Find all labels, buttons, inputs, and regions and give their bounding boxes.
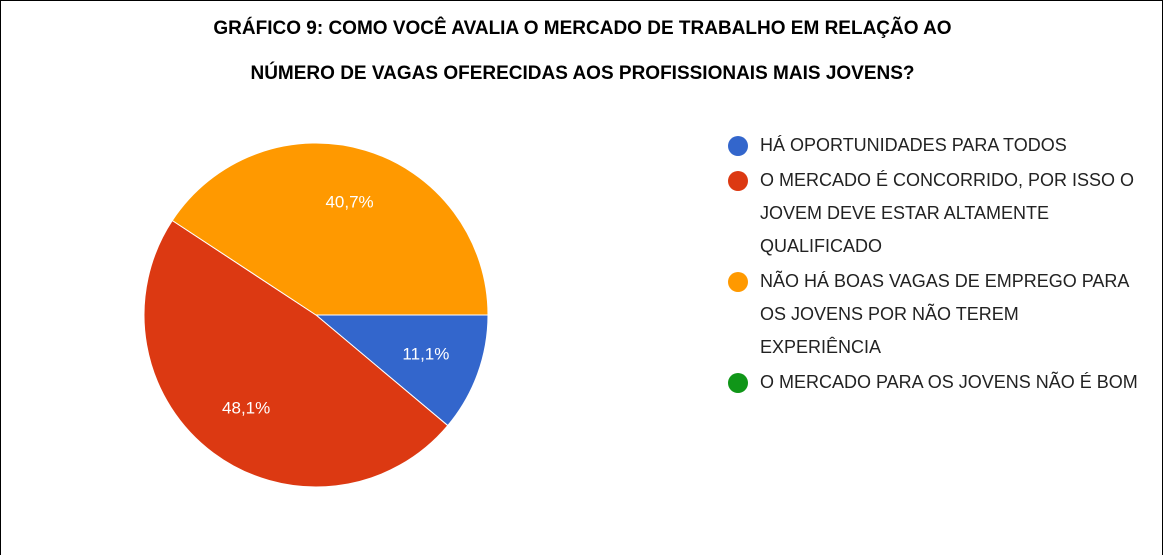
legend-label: NÃO HÁ BOAS VAGAS DE EMPREGO PARA OS JOV…	[760, 271, 1129, 357]
legend-label: O MERCADO É CONCORRIDO, POR ISSO O JOVEM…	[760, 170, 1135, 256]
legend-swatch	[728, 272, 748, 292]
chart-title: NÚMERO DE VAGAS OFERECIDAS AOS PROFISSIO…	[250, 63, 915, 84]
legend-label: O MERCADO PARA OS JOVENS NÃO É BOM	[760, 372, 1138, 392]
legend-item: O MERCADO PARA OS JOVENS NÃO É BOM	[728, 366, 1140, 399]
slice-label: 48,1%	[222, 398, 270, 417]
legend-item: HÁ OPORTUNIDADES PARA TODOS	[728, 129, 1140, 162]
chart-title: GRÁFICO 9: COMO VOCÊ AVALIA O MERCADO DE…	[213, 18, 952, 39]
legend-item: NÃO HÁ BOAS VAGAS DE EMPREGO PARA OS JOV…	[728, 265, 1140, 364]
legend-swatch	[728, 373, 748, 393]
legend: HÁ OPORTUNIDADES PARA TODOS O MERCADO É C…	[728, 129, 1140, 401]
pie-slice	[314, 314, 489, 427]
slice-label: 40,7%	[325, 192, 373, 211]
pie-slice	[171, 142, 489, 316]
pie-slice	[143, 219, 449, 488]
legend-swatch	[728, 136, 748, 156]
legend-label: HÁ OPORTUNIDADES PARA TODOS	[760, 135, 1067, 155]
slice-label: 11,1%	[402, 344, 449, 363]
legend-swatch	[728, 171, 748, 191]
legend-item: O MERCADO É CONCORRIDO, POR ISSO O JOVEM…	[728, 164, 1140, 263]
